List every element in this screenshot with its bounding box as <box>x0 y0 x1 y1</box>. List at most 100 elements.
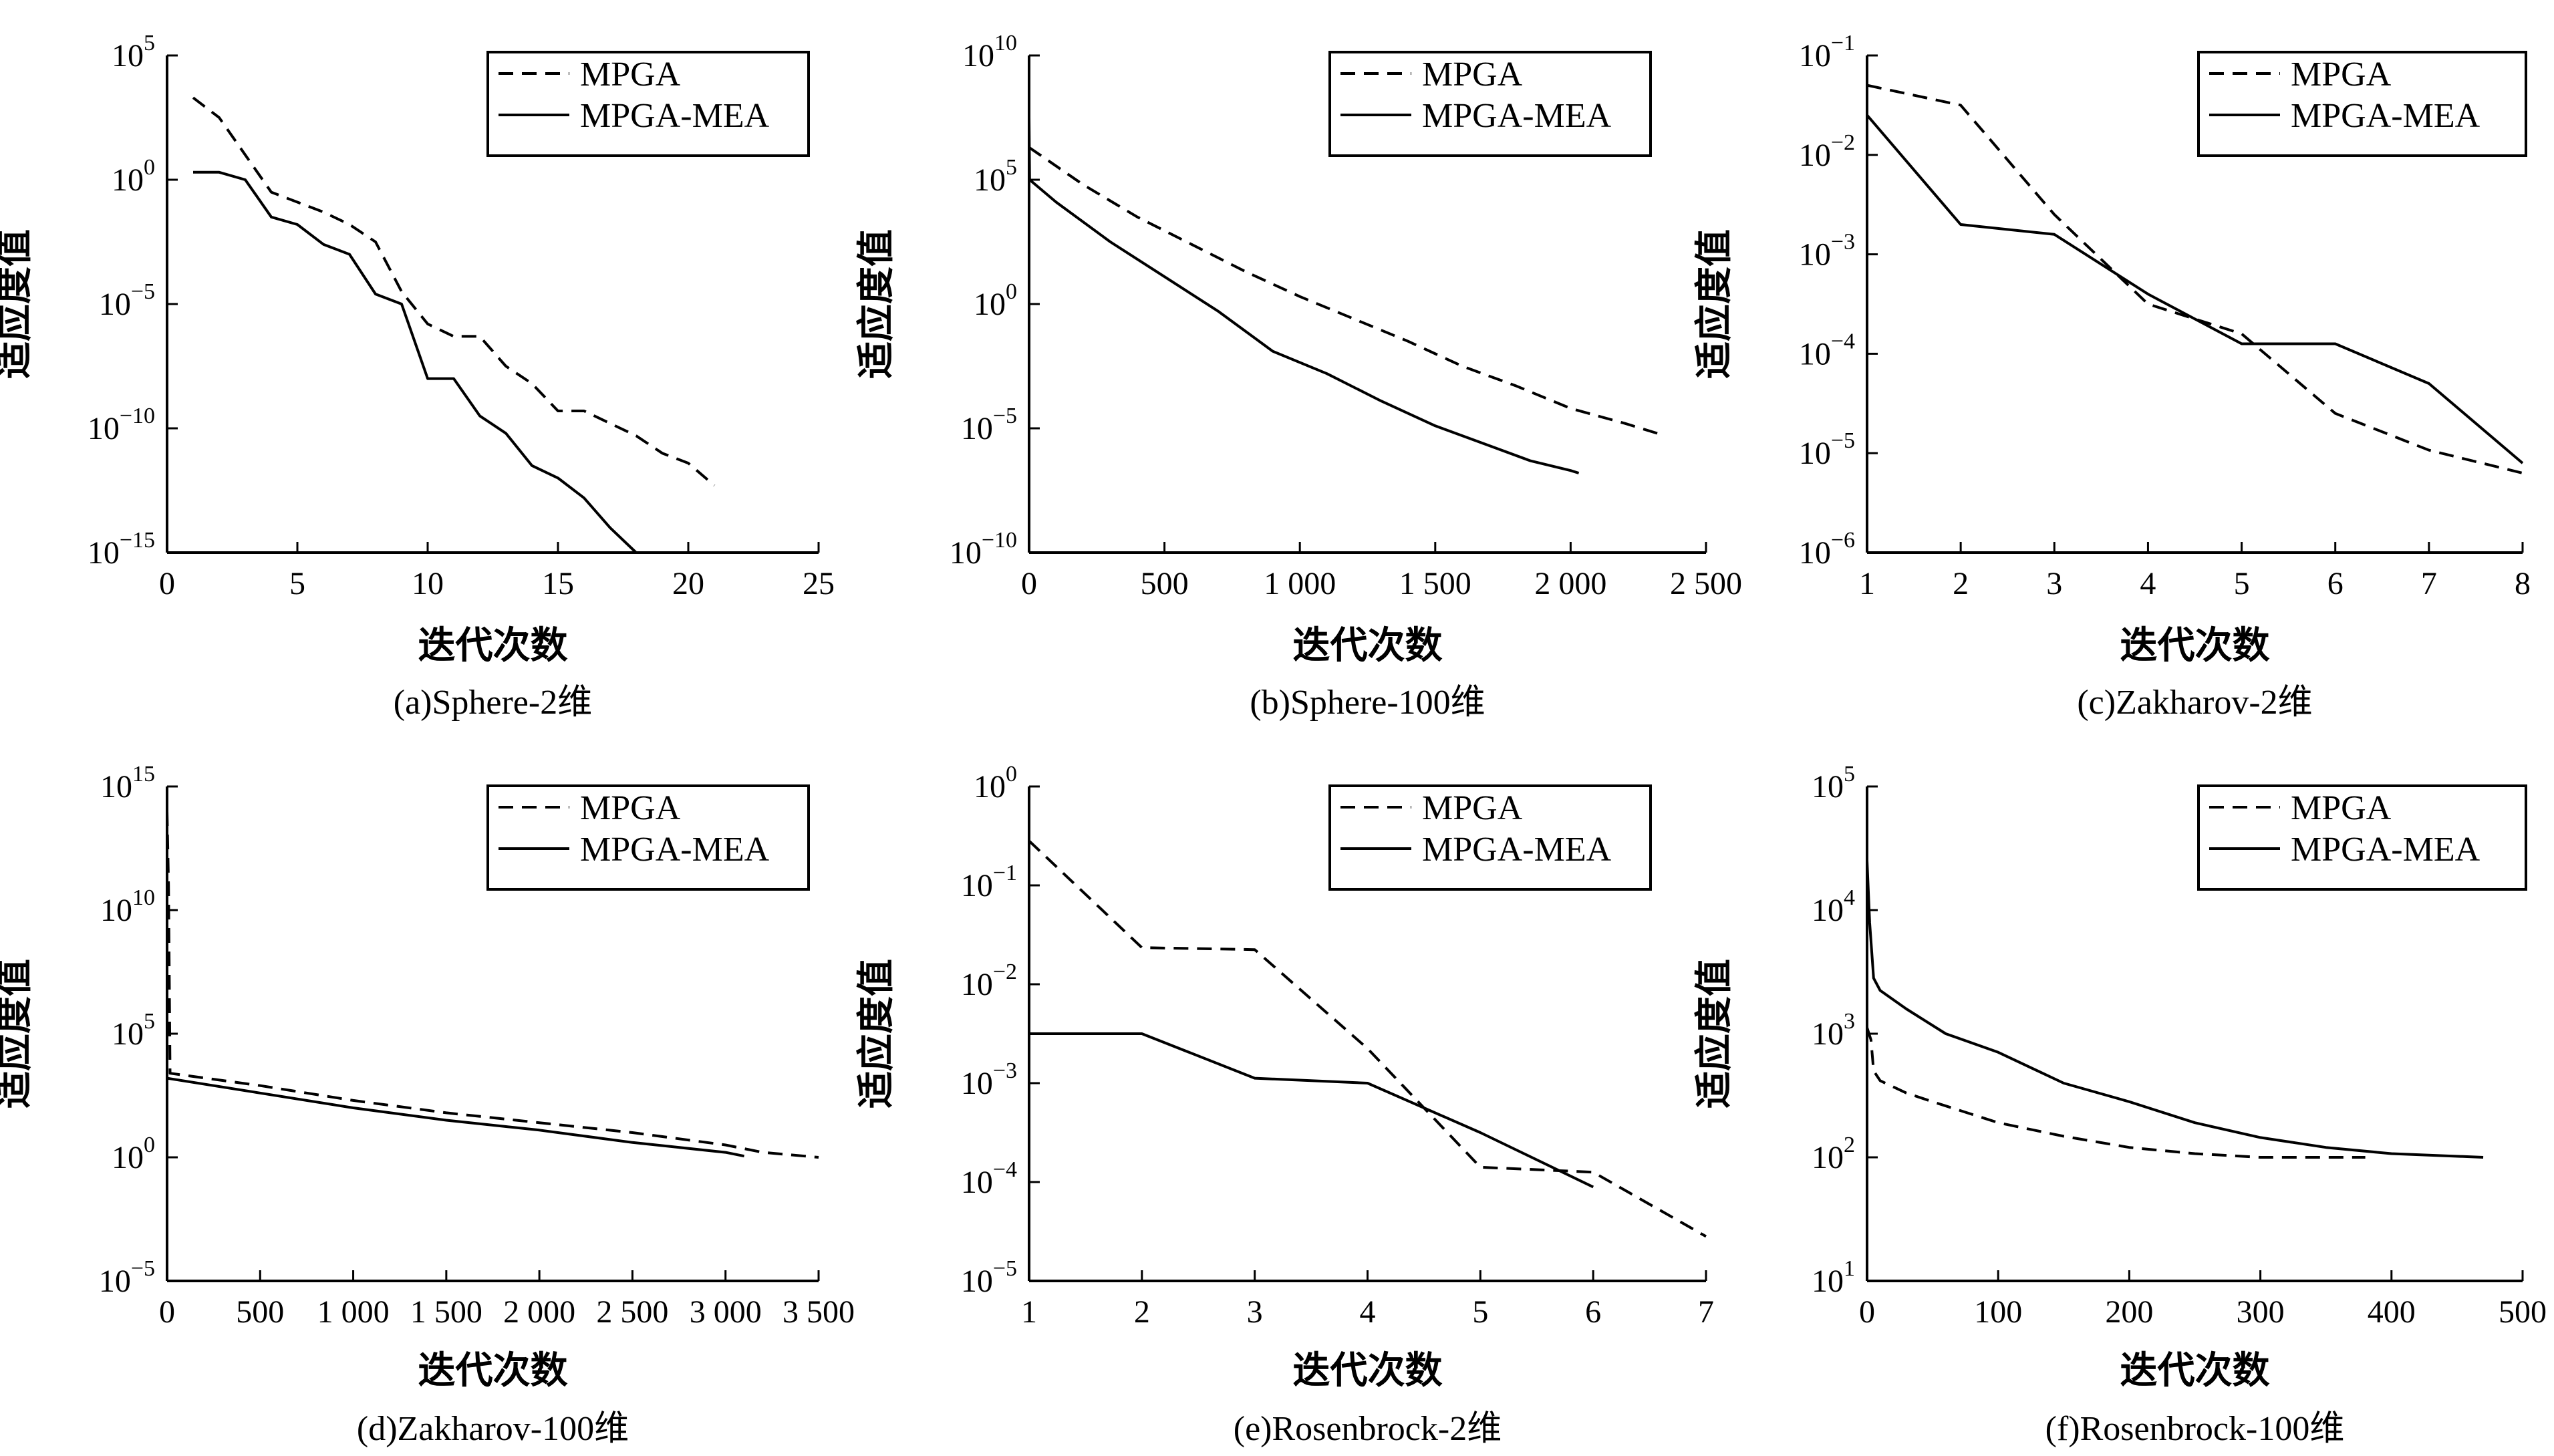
y-tick-label: 10−2 <box>961 960 1017 1002</box>
y-tick-label: 100 <box>112 1133 155 1175</box>
x-tick-label: 2 <box>1134 1294 1150 1330</box>
x-tick-label: 5 <box>1472 1294 1488 1330</box>
x-tick-label: 2 500 <box>1670 566 1742 601</box>
x-tick-label: 1 000 <box>317 1294 390 1330</box>
chart-f: 0 100 200 300 400 500 105 104 103 102 101 迭代次数 适应度值 (… <box>1694 762 2547 1448</box>
legend-box <box>486 784 810 891</box>
series-mpga-mea <box>166 1076 744 1158</box>
y-tick-label: 103 <box>1812 1009 1855 1052</box>
y-tick-label: 10−10 <box>88 404 155 446</box>
legend-box <box>1328 784 1652 891</box>
x-tick-label: 7 <box>2421 566 2437 601</box>
x-tick-label: 0 <box>1021 566 1037 601</box>
series-mpga-mea <box>1866 114 2524 464</box>
x-tick-label: 3 <box>2046 566 2062 601</box>
x-tick-label: 7 <box>1698 1294 1714 1330</box>
x-tick-label: 500 <box>2499 1294 2547 1330</box>
y-tick-label: 10−5 <box>99 1256 155 1299</box>
y-tick-label: 10−4 <box>1799 329 1855 372</box>
x-tick-label: 2 000 <box>1534 566 1606 601</box>
chart-caption: (d)Zakharov-100维 <box>357 1410 629 1448</box>
x-tick-label: 10 <box>412 566 444 601</box>
x-axis-label: 迭代次数 <box>1293 1350 1443 1392</box>
x-tick-label: 2 000 <box>503 1294 575 1330</box>
x-axis-label: 迭代次数 <box>2120 1350 2270 1392</box>
legend-label: MPGA-MEA <box>1422 97 1612 135</box>
series-mpga <box>1028 839 1707 1238</box>
chart-caption: (e)Rosenbrock-2维 <box>1234 1410 1502 1448</box>
x-tick-label: 6 <box>2327 566 2344 601</box>
legend-label: MPGA-MEA <box>2291 97 2480 135</box>
x-tick-label: 2 <box>1953 566 1969 601</box>
y-tick-label: 1010 <box>100 885 155 928</box>
series-mpga <box>1866 1027 2366 1159</box>
y-tick-label: 10−2 <box>1799 130 1855 173</box>
legend-box <box>2197 784 2527 891</box>
y-tick-label: 105 <box>112 1009 155 1052</box>
series-mpga-mea <box>1029 1032 1594 1189</box>
chart-caption: (c)Zakharov-2维 <box>2077 684 2312 722</box>
legend: MPGA MPGA-MEA <box>2197 784 2527 891</box>
x-axis-label: 迭代次数 <box>1293 625 1443 667</box>
y-axis-label: 适应度值 <box>1694 229 1735 379</box>
series-mpga <box>192 96 716 487</box>
y-tick-label: 10−1 <box>1799 31 1855 74</box>
x-tick-label: 15 <box>542 566 574 601</box>
x-tick-label: 2 500 <box>596 1294 668 1330</box>
legend-box <box>1328 51 1652 157</box>
chart-c: 1 2 3 4 5 6 7 8 10−1 10−2 10−3 10−4 10−5 10−6 迭代次数 适应度值… <box>1694 31 2531 722</box>
legend-label: MPGA-MEA <box>580 831 770 869</box>
x-tick-label: 0 <box>1859 1294 1875 1330</box>
x-tick-label: 4 <box>1360 1294 1376 1330</box>
x-tick-label: 5 <box>289 566 305 601</box>
x-tick-label: 400 <box>2368 1294 2416 1330</box>
y-tick-label: 105 <box>1812 762 1855 805</box>
x-tick-label: 3 500 <box>783 1294 855 1330</box>
y-tick-label: 10−3 <box>1799 230 1855 273</box>
x-tick-label: 0 <box>159 1294 175 1330</box>
y-tick-label: 10−6 <box>1799 528 1855 571</box>
x-tick-label: 3 000 <box>690 1294 762 1330</box>
y-tick-label: 101 <box>1812 1256 1855 1299</box>
y-tick-label: 105 <box>974 155 1017 198</box>
y-tick-label: 100 <box>112 155 155 198</box>
y-axis-label: 适应度值 <box>856 229 897 379</box>
x-tick-label: 1 500 <box>410 1294 482 1330</box>
y-axis-label: 适应度值 <box>0 229 35 379</box>
chart-caption: (f)Rosenbrock-100维 <box>2045 1410 2345 1448</box>
x-tick-label: 500 <box>236 1294 284 1330</box>
x-tick-label: 1 000 <box>1264 566 1336 601</box>
y-axis-label: 适应度值 <box>1694 959 1735 1109</box>
y-tick-label: 10−15 <box>88 528 155 571</box>
chart-e: 1 2 3 4 5 6 7 100 10−1 10−2 10−3 10−4 10−5 迭代次数 适应度值 (e… <box>856 762 1714 1448</box>
x-axis-label: 迭代次数 <box>418 625 568 667</box>
x-tick-label: 5 <box>2234 566 2250 601</box>
x-tick-label: 1 <box>1859 566 1875 601</box>
x-tick-label: 20 <box>672 566 704 601</box>
y-tick-label: 100 <box>974 279 1017 322</box>
series-mpga <box>166 811 819 1159</box>
legend-label: MPGA <box>2291 55 2392 94</box>
x-tick-label: 4 <box>2140 566 2156 601</box>
chart-caption: (a)Sphere-2维 <box>394 684 592 722</box>
x-tick-label: 500 <box>1141 566 1189 601</box>
y-tick-label: 10−5 <box>961 404 1017 446</box>
y-tick-label: 10−3 <box>961 1058 1017 1101</box>
legend-label: MPGA <box>2291 789 2392 827</box>
y-tick-label: 10−5 <box>961 1256 1017 1299</box>
legend-label: MPGA <box>1422 55 1523 94</box>
x-tick-label: 25 <box>803 566 835 601</box>
y-tick-label: 102 <box>1812 1133 1855 1175</box>
chart-caption: (b)Sphere-100维 <box>1250 684 1485 722</box>
legend-label: MPGA-MEA <box>2291 831 2480 869</box>
series-mpga-mea <box>1866 860 2484 1159</box>
x-axis-label: 迭代次数 <box>418 1350 568 1392</box>
y-tick-label: 10−5 <box>99 279 155 322</box>
x-tick-label: 0 <box>159 566 175 601</box>
x-tick-label: 300 <box>2237 1294 2285 1330</box>
x-tick-label: 200 <box>2105 1294 2153 1330</box>
